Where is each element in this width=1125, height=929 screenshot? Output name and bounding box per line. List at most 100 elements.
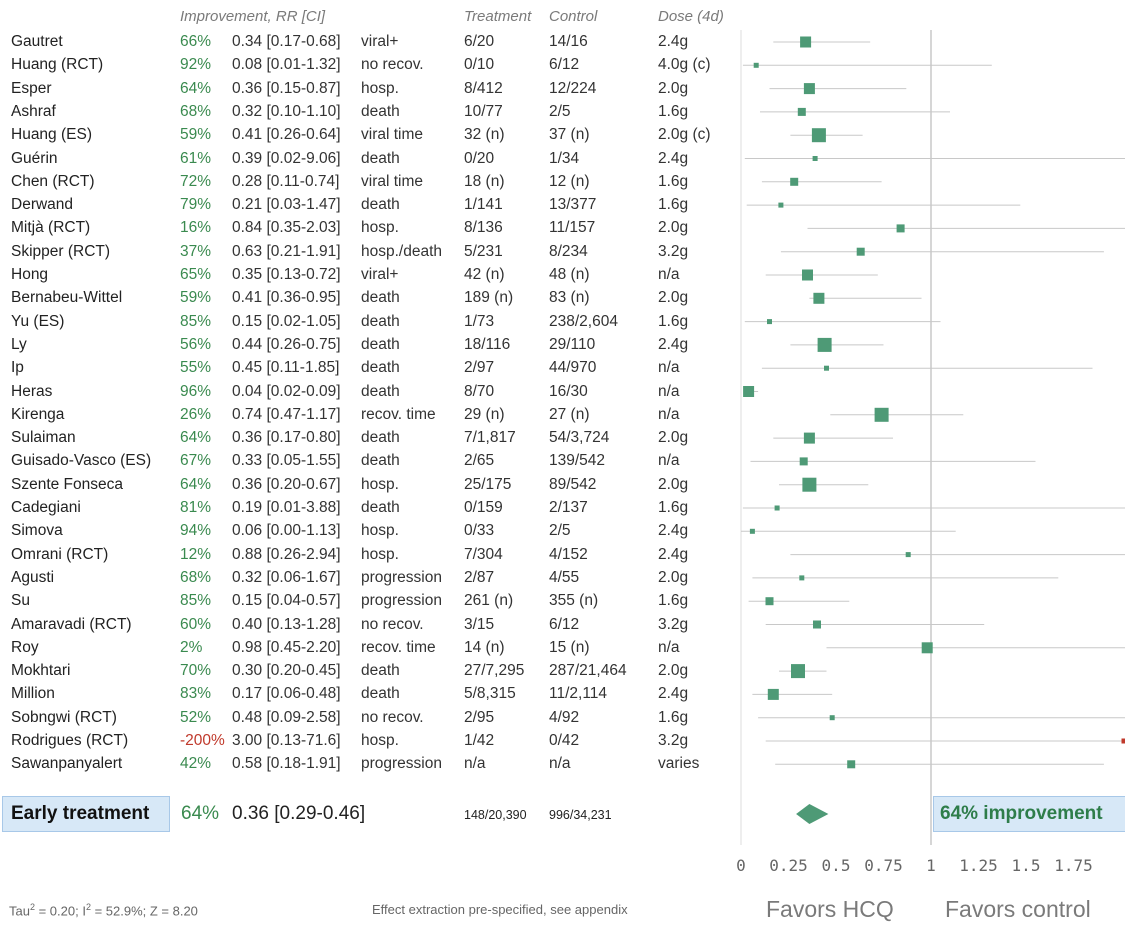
study-control: 139/542 [549,452,606,470]
study-improvement: 64% [180,475,212,493]
study-treatment: 0/33 [464,522,495,540]
study-outcome: death [361,499,400,516]
study-row: Yu (ES) 85% 0.15 [0.02-1.05] death 1/73 238/2… [0,310,735,333]
study-improvement: 60% [180,615,212,633]
study-dose: n/a [658,405,680,423]
study-outcome: progression [361,568,442,586]
study-treatment: 2/65 [464,452,495,470]
study-rr-text: 0.58 [0.18-1.91] [232,755,341,773]
study-rr-text: 3.00 [0.13-71.6] [232,732,341,749]
study-control: 6/12 [549,56,580,74]
study-improvement: 81% [180,499,212,516]
study-improvement: 66% [180,33,212,50]
study-improvement: 61% [180,149,212,167]
estimate-marker [799,575,805,581]
study-name: Amaravadi (RCT) [11,615,132,633]
study-treatment: 27/7,295 [464,662,525,680]
study-dose: 2.4g [658,149,689,167]
study-rr-text: 0.44 [0.26-0.75] [232,335,341,353]
study-treatment: 29 (n) [464,405,505,423]
study-improvement: 83% [180,685,212,703]
estimate-marker [802,477,817,492]
study-rr-text: 0.04 [0.02-0.09] [232,382,341,400]
study-row: Simova 94% 0.06 [0.00-1.13] hosp. 0/33 2/5 2.4… [0,519,735,542]
study-rr-text: 0.19 [0.01-3.88] [232,499,341,516]
study-row: Szente Fonseca 64% 0.36 [0.20-0.67] hosp. 25… [0,473,735,496]
study-rr-text: 0.74 [0.47-1.17] [232,405,341,423]
study-rr-text: 0.34 [0.17-0.68] [232,33,341,50]
estimate-marker [743,386,755,397]
study-name: Ly [11,335,27,353]
study-improvement: 2% [180,638,203,656]
study-dose: 4.0g (c) [658,56,711,74]
study-treatment: 42 (n) [464,266,505,283]
study-rr-text: 0.41 [0.36-0.95] [232,289,341,307]
study-outcome: hosp. [361,732,399,749]
study-outcome: hosp. [361,79,399,97]
estimate-marker [799,457,808,466]
study-outcome: death [361,102,400,120]
study-name: Million [11,685,55,703]
x-tick-label: 0.25 [769,856,808,875]
study-rr-text: 0.84 [0.35-2.03] [232,219,341,237]
study-dose: n/a [658,359,680,377]
study-dose: n/a [658,452,680,470]
study-name: Simova [11,522,63,540]
study-control: 2/5 [549,522,571,540]
study-control: 12/224 [549,79,597,97]
study-outcome: death [361,452,400,470]
summary-label: Early treatment [11,803,150,824]
study-control: 287/21,464 [549,662,627,680]
study-rr-text: 0.88 [0.26-2.94] [232,545,341,563]
study-control: 13/377 [549,196,597,214]
study-row: Huang (RCT) 92% 0.08 [0.01-1.32] no recov. 0… [0,53,735,76]
study-improvement: 94% [180,522,212,540]
study-treatment: 2/87 [464,568,495,586]
study-row: Gautret 66% 0.34 [0.17-0.68] viral+ 6/20 14/1… [0,30,735,53]
study-row: Esper 64% 0.36 [0.15-0.87] hosp. 8/412 12/224… [0,77,735,100]
study-treatment: 2/97 [464,359,495,377]
study-improvement: 67% [180,452,212,470]
estimate-marker [753,62,759,68]
study-outcome: hosp. [361,545,399,563]
study-dose: 1.6g [658,592,689,610]
study-rr-text: 0.06 [0.00-1.13] [232,522,341,540]
study-outcome: hosp./death [361,242,443,260]
study-name: Mitjà (RCT) [11,219,91,237]
study-outcome: progression [361,592,442,610]
study-dose: 2.0g [658,662,689,680]
summary-rr: 0.36 [0.29-0.46] [232,803,366,824]
improvement-badge: 64% improvement [933,796,1125,832]
study-treatment: 8/70 [464,382,495,400]
study-name: Omrani (RCT) [11,545,109,563]
study-treatment: 1/42 [464,732,495,749]
study-row: Million 83% 0.17 [0.06-0.48] death 5/8,315 11… [0,682,735,705]
estimate-marker [767,319,772,325]
study-row: Rodrigues (RCT) -200% 3.00 [0.13-71.6] hosp… [0,729,735,752]
study-name: Heras [11,382,53,400]
study-rr-text: 0.36 [0.15-0.87] [232,79,341,97]
study-control: n/a [549,755,571,773]
study-improvement: 59% [180,126,212,144]
study-name: Sawanpanyalert [11,755,123,773]
x-tick-label: 1.25 [959,856,998,875]
estimate-marker [813,620,821,629]
estimate-marker [778,202,784,208]
estimate-marker [896,224,905,233]
study-rr-text: 0.63 [0.21-1.91] [232,242,341,260]
x-tick-label: 0.75 [864,856,903,875]
study-improvement: 85% [180,312,212,330]
study-outcome: no recov. [361,615,424,633]
study-row: Chen (RCT) 72% 0.28 [0.11-0.74] viral time 1… [0,170,735,193]
study-control: 4/152 [549,545,588,563]
study-improvement: 70% [180,662,212,680]
study-rr-text: 0.98 [0.45-2.20] [232,638,341,656]
study-name: Yu (ES) [11,312,65,330]
study-improvement: 64% [180,429,212,447]
x-tick-label: 1 [926,856,936,875]
study-name: Guérin [11,149,58,167]
estimate-marker [812,156,818,161]
study-improvement: 16% [180,219,212,237]
study-dose: 2.0g [658,568,689,586]
study-name: Gautret [11,33,63,50]
